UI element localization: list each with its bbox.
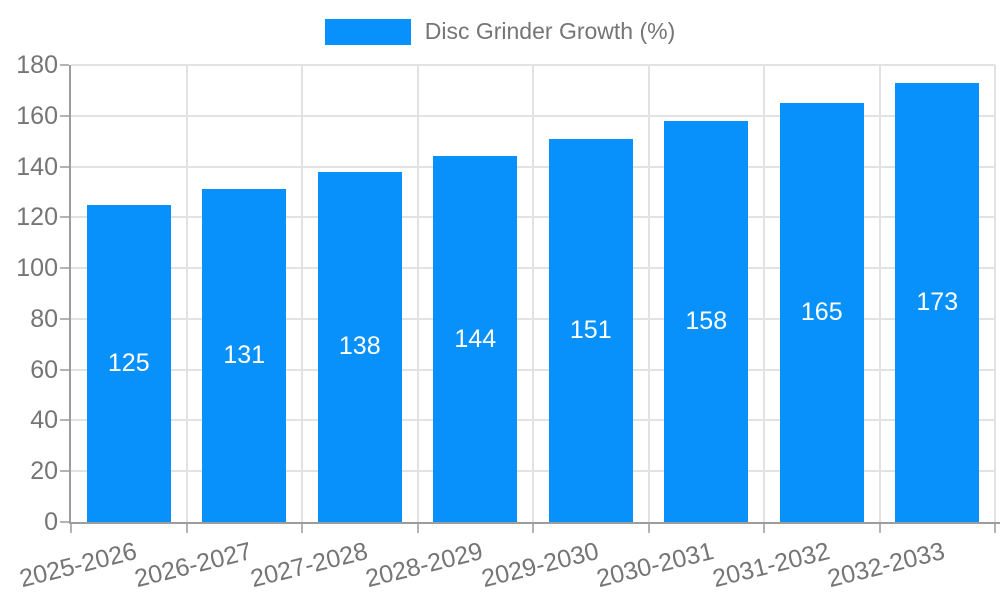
bar-value-label: 158 [685,306,728,335]
x-axis-tick [185,524,188,533]
bar-value-label: 165 [800,298,843,327]
bar-value-label: 151 [569,315,612,344]
x-axis-tick [416,524,419,533]
bar-value-label: 138 [338,332,381,361]
y-axis-tick [60,470,69,473]
x-axis-tick [647,524,650,533]
y-axis-tick [60,267,69,270]
x-axis-tick [70,524,72,533]
gridline-vertical [647,65,650,522]
y-axis-label: 60 [30,355,58,384]
bar: 151 [548,138,633,522]
gridline-vertical [416,65,419,522]
legend-label: Disc Grinder Growth (%) [424,18,676,44]
gridline-vertical [763,65,765,522]
legend: Disc Grinder Growth (%) [0,18,1000,45]
x-axis-tick [532,524,534,533]
y-axis-tick [60,368,69,371]
gridline-vertical [301,65,303,522]
y-axis-line [69,65,71,522]
bar-value-label: 131 [223,341,266,370]
y-axis-label: 20 [30,457,58,486]
y-axis-tick [60,521,69,523]
gridline-vertical [994,65,996,522]
y-axis-label: 0 [44,508,58,536]
legend-swatch [324,18,411,45]
bar: 158 [664,120,749,522]
bar-value-label: 144 [454,324,497,353]
bar: 144 [433,156,518,522]
x-axis-line [69,522,1000,524]
legend-item[interactable]: Disc Grinder Growth (%) [324,18,676,45]
x-axis-tick [878,524,881,533]
y-axis-label: 180 [16,51,58,79]
y-axis-tick [60,419,69,422]
bar: 138 [317,171,402,522]
gridline-vertical [185,65,188,522]
bar: 165 [779,103,864,522]
y-axis-label: 160 [16,101,58,130]
y-axis-tick [60,64,69,66]
y-axis-label: 140 [16,152,58,181]
bar: 131 [202,189,287,522]
bar: 173 [895,82,980,522]
y-axis-tick [60,165,69,168]
bar-value-label: 125 [107,348,150,377]
bar: 125 [86,204,171,522]
gridline-vertical [878,65,881,522]
y-axis-tick [60,216,69,219]
y-axis-label: 120 [16,203,58,232]
y-axis-tick [60,114,69,117]
y-axis-label: 100 [16,254,58,283]
y-axis-label: 40 [30,406,58,435]
plot-area: 0 20 40 60 80 100 120 140 160 180 125 131 138 144 151 1… [16,51,1000,593]
x-axis-tick [763,524,765,533]
y-axis-tick [60,317,69,320]
gridline-vertical [532,65,534,522]
x-axis-tick [301,524,303,533]
bar-value-label: 173 [916,287,959,316]
x-axis-tick [994,524,996,533]
y-axis-label: 80 [30,304,58,333]
